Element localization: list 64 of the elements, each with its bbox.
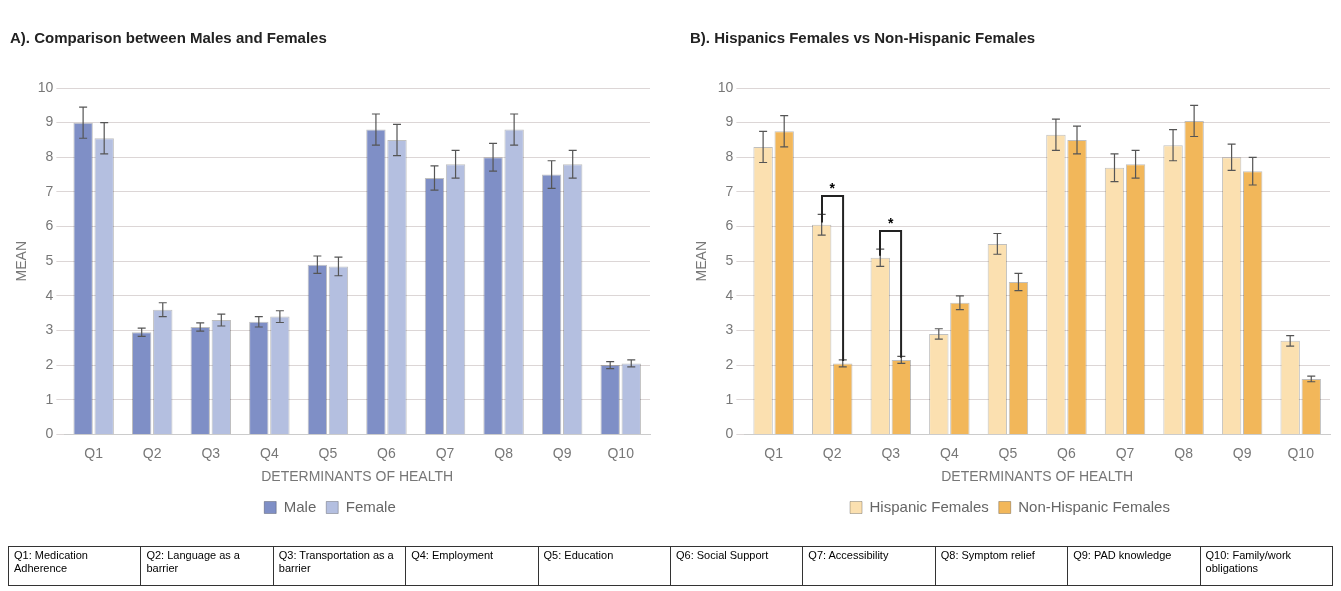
y-tick-label: 6 bbox=[725, 217, 734, 234]
legend-label: Female bbox=[345, 497, 396, 515]
y-tick-label: 0 bbox=[45, 425, 54, 442]
y-tick-label: 6 bbox=[45, 217, 54, 234]
y-tick-label: 1 bbox=[45, 390, 54, 407]
text: Q3: Transportation as a barrier bbox=[273, 546, 406, 586]
y-tick-label: 5 bbox=[725, 252, 734, 269]
x-tick-label: Q5 bbox=[998, 444, 1018, 461]
x-tick-label: Q7 bbox=[1115, 444, 1135, 461]
x-tick-label: Q10 bbox=[607, 444, 635, 461]
y-tick-label: 2 bbox=[725, 355, 734, 372]
x-tick-label: Q1 bbox=[764, 444, 784, 461]
x-tick-label: Q3 bbox=[201, 444, 221, 461]
x-axis-title: DETERMINANTS OF HEALTH bbox=[261, 468, 454, 485]
text: Q6: Social Support bbox=[670, 546, 803, 586]
y-tick-label: 10 bbox=[37, 78, 54, 95]
y-tick-label: 3 bbox=[725, 321, 734, 338]
legend-label: Non-Hispanic Females bbox=[1018, 497, 1170, 515]
x-tick-label: Q8 bbox=[494, 444, 514, 461]
text: Q4: Employment bbox=[405, 546, 539, 586]
x-tick-label: Q10 bbox=[1287, 444, 1315, 461]
y-tick-label: 1 bbox=[725, 390, 734, 407]
y-tick-label: 4 bbox=[45, 286, 54, 303]
text: Q1: Medication Adherence bbox=[8, 546, 141, 586]
y-tick-label: 10 bbox=[717, 78, 734, 95]
x-tick-label: Q9 bbox=[552, 444, 572, 461]
x-tick-label: Q7 bbox=[435, 444, 455, 461]
y-tick-label: 4 bbox=[725, 286, 734, 303]
legend-label: Hispanic Females bbox=[869, 497, 989, 515]
y-tick-label: 2 bbox=[45, 355, 54, 372]
x-tick-label: Q3 bbox=[881, 444, 901, 461]
x-axis-title: DETERMINANTS OF HEALTH bbox=[941, 468, 1134, 485]
x-tick-label: Q4 bbox=[940, 444, 959, 461]
x-tick-label: Q8 bbox=[1174, 444, 1194, 461]
annotation: * bbox=[829, 180, 836, 197]
legend-label: Male bbox=[283, 497, 317, 515]
chart-title: B). Hispanics Females vs Non-Hispanic Females bbox=[690, 29, 1036, 47]
y-tick-label: 9 bbox=[45, 113, 54, 130]
y-tick-label: 3 bbox=[45, 321, 54, 338]
y-tick-label: 9 bbox=[725, 113, 734, 130]
x-tick-label: Q9 bbox=[1232, 444, 1252, 461]
y-axis-title: MEAN bbox=[13, 240, 30, 282]
y-tick-label: 7 bbox=[45, 182, 54, 199]
x-tick-label: Q2 bbox=[142, 444, 162, 461]
text: Q9: PAD knowledge bbox=[1067, 546, 1201, 586]
y-tick-label: 0 bbox=[725, 425, 734, 442]
chart-title: A). Comparison between Males and Females bbox=[10, 29, 327, 47]
text: Q2: Language as a barrier bbox=[140, 546, 274, 586]
x-tick-label: Q4 bbox=[260, 444, 279, 461]
x-tick-label: Q6 bbox=[1057, 444, 1077, 461]
text: Q7: Accessibility bbox=[802, 546, 936, 586]
y-tick-label: 8 bbox=[45, 148, 54, 165]
y-tick-label: 5 bbox=[45, 252, 54, 269]
x-tick-label: Q6 bbox=[377, 444, 397, 461]
y-tick-label: 7 bbox=[725, 182, 734, 199]
y-tick-label: 8 bbox=[725, 148, 734, 165]
text: Q10: Family/work obligations bbox=[1200, 546, 1333, 586]
text: Q8: Symptom relief bbox=[935, 546, 1068, 586]
x-tick-label: Q1 bbox=[84, 444, 104, 461]
y-axis-title: MEAN bbox=[693, 240, 710, 282]
x-tick-label: Q2 bbox=[822, 444, 842, 461]
text: Q5: Education bbox=[538, 546, 671, 586]
annotation: * bbox=[888, 214, 895, 231]
x-tick-label: Q5 bbox=[318, 444, 338, 461]
